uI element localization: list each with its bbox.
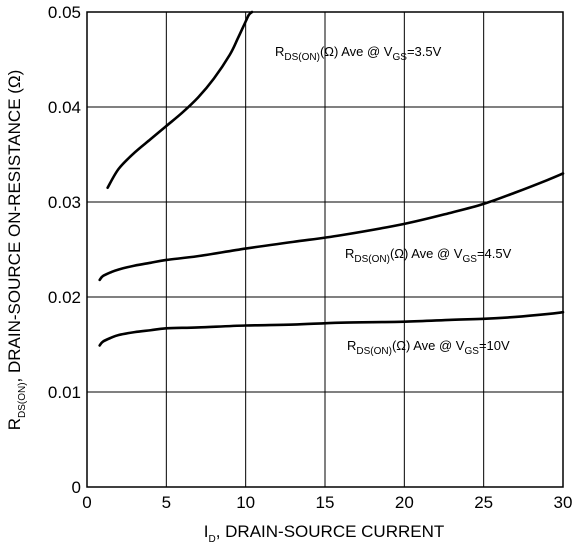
y-tick-label: 0 <box>72 478 81 497</box>
y-tick-labels: 0 0.01 0.02 0.03 0.04 0.05 <box>48 3 81 497</box>
curve-vgs-10v <box>98 310 565 347</box>
x-tick-label: 20 <box>395 493 414 512</box>
y-axis-title: RDS(ON), DRAIN-SOURCE ON-RESISTANCE (Ω) <box>5 70 28 431</box>
curves <box>98 10 565 347</box>
series-label-10v: RDS(ON)(Ω) Ave @ VGS=10V <box>347 338 510 357</box>
x-tick-label: 0 <box>82 493 91 512</box>
x-tick-label: 10 <box>236 493 255 512</box>
series-label-3-5v: RDS(ON)(Ω) Ave @ VGS=3.5V <box>275 44 442 63</box>
y-tick-label: 0.04 <box>48 98 81 117</box>
x-tick-labels: 0 5 10 15 20 25 30 <box>82 493 572 512</box>
y-tick-label: 0.05 <box>48 3 81 22</box>
x-tick-label: 5 <box>162 493 171 512</box>
x-tick-label: 30 <box>554 493 573 512</box>
x-axis-title: ID, DRAIN-SOURCE CURRENT <box>204 522 445 545</box>
x-tick-label: 25 <box>474 493 493 512</box>
y-tick-label: 0.03 <box>48 193 81 212</box>
plot-frame <box>86 11 564 488</box>
curve-vgs-4-5v <box>98 172 565 282</box>
series-labels: RDS(ON)(Ω) Ave @ VGS=3.5V RDS(ON)(Ω) Ave… <box>275 44 512 357</box>
grid <box>87 12 563 487</box>
y-tick-label: 0.02 <box>48 288 81 307</box>
series-label-4-5v: RDS(ON)(Ω) Ave @ VGS=4.5V <box>345 246 512 265</box>
curve-vgs-3-5v <box>106 10 254 190</box>
x-tick-label: 15 <box>316 493 335 512</box>
y-tick-label: 0.01 <box>48 383 81 402</box>
